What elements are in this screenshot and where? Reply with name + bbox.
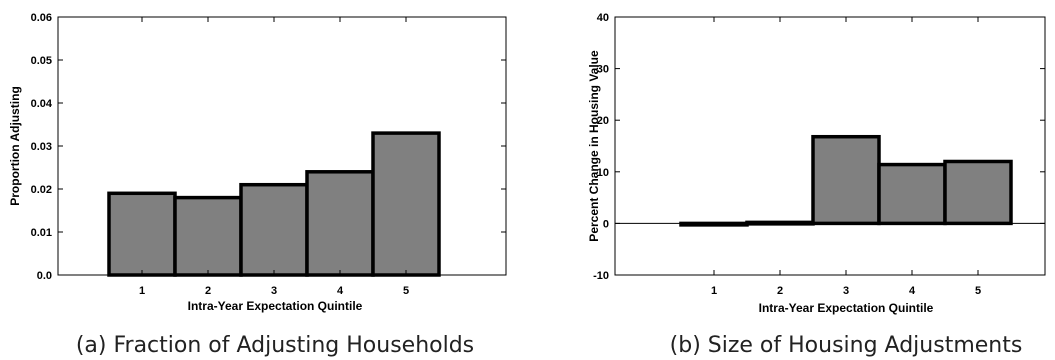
bar-3 [239,182,309,277]
bar-5 [943,159,1013,226]
panel-b-ylabel: Percent Change in Housing Value [587,50,601,242]
x-tick-label: 5 [975,285,981,297]
y-tick-label: 0.05 [31,55,52,67]
panel-a-xlabel: Intra-Year Expectation Quintile [188,299,363,313]
x-tick-label: 4 [909,285,916,297]
x-tick-label: 1 [139,285,145,297]
x-tick-label: 3 [271,285,277,297]
x-tick-label: 5 [403,285,409,297]
bar-4 [305,170,375,277]
x-tick-label: 3 [843,285,849,297]
y-tick-label: 0.03 [31,141,52,153]
panel-a-caption: (a) Fraction of Adjusting Households [76,333,474,358]
y-tick-label: 0.02 [31,184,52,196]
panel-b-xlabel: Intra-Year Expectation Quintile [759,301,934,315]
panel-b-caption: (b) Size of Housing Adjustments [670,333,1023,358]
y-tick-label: 0 [603,218,609,230]
y-tick-label: 0.04 [31,98,53,110]
panel-a-chart: 0.0 0.01 0.02 0.03 0.04 0.05 0.06 1 2 3 4 5 Intra-… [8,12,507,358]
bar-2 [173,195,243,277]
y-tick-label: 30 [597,64,609,76]
panel-a-ylabel: Proportion Adjusting [8,86,22,206]
x-tick-label: 4 [337,285,344,297]
bar-5 [371,131,441,277]
bar-2 [745,220,815,226]
y-tick-label: 0.01 [31,227,52,239]
x-tick-label: 2 [777,285,783,297]
bar-1 [107,191,177,277]
panel-a-bars [107,131,441,277]
bar-3 [811,134,881,226]
y-tick-label: 20 [597,115,609,127]
panel-a-y-ticks: 0.0 0.01 0.02 0.03 0.04 0.05 0.06 [31,12,506,282]
panel-b-chart: -10 0 10 20 30 40 1 2 3 4 5 Intra-Year Expectatio… [587,12,1046,358]
panel-b-x-ticks: 1 2 3 4 5 [711,17,981,297]
y-tick-label: -10 [593,270,609,282]
bar-4 [877,162,947,226]
y-tick-label: 0.06 [31,12,52,24]
y-tick-label: 40 [597,12,609,24]
panel-b-plot-frame [614,16,1046,276]
y-tick-label: 0.0 [37,270,52,282]
x-tick-label: 1 [711,285,717,297]
bar-1 [679,221,749,227]
x-tick-label: 2 [205,285,211,297]
panel-b-bars [679,134,1013,227]
y-tick-label: 10 [597,167,609,179]
panel-a-x-ticks: 1 2 3 4 5 [139,17,409,297]
panel-b-y-ticks: -10 0 10 20 30 40 [593,12,1045,282]
